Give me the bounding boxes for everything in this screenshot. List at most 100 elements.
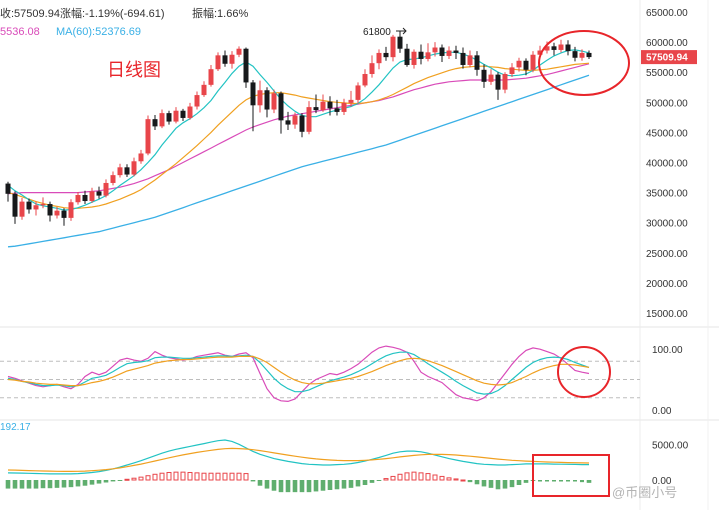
macd-bar	[516, 480, 522, 485]
candle-body	[439, 47, 445, 56]
macd-bar	[278, 480, 284, 493]
macd-bar	[439, 475, 445, 481]
candle-body	[47, 204, 53, 216]
candle-body	[369, 63, 375, 75]
highlight-circle-kdj	[557, 346, 611, 398]
candle	[502, 72, 508, 94]
candle-body	[264, 90, 270, 110]
macd-bar	[404, 472, 410, 481]
macd-bar	[362, 480, 368, 485]
candle-body	[208, 69, 214, 85]
candle	[117, 163, 123, 178]
candle-body	[586, 52, 592, 58]
candle	[68, 199, 74, 221]
candle-body	[474, 55, 480, 70]
macd-bar	[82, 480, 88, 486]
candle	[306, 101, 312, 135]
candle-body	[138, 153, 144, 162]
y-tick-label: 25000.00	[646, 249, 688, 260]
candle	[558, 39, 564, 53]
macd-bar	[495, 480, 501, 490]
candle	[467, 50, 473, 68]
candle	[418, 44, 424, 65]
y-tick-label: 40000.00	[646, 159, 688, 170]
y-tick-label: 100.00	[652, 345, 683, 356]
macd-bar	[264, 480, 270, 489]
macd-bar	[545, 480, 549, 482]
macd-bar	[89, 480, 95, 485]
candle	[12, 191, 18, 224]
y-axis-kdj: 100.00 0.00	[652, 345, 683, 417]
candle-body	[425, 52, 431, 59]
macd-bar	[552, 480, 556, 482]
candle	[341, 98, 347, 115]
candle-body	[537, 50, 543, 55]
watermark-text: @币圈小号	[612, 485, 677, 500]
ma60-text: MA(60):52376.69	[56, 26, 141, 38]
macd-bar	[103, 480, 109, 483]
candle-body	[341, 102, 347, 112]
macd-bar	[460, 479, 466, 482]
candle-body	[579, 52, 585, 58]
candle	[495, 72, 501, 100]
macd-bar	[566, 480, 570, 482]
candle-body	[257, 90, 263, 106]
change-text: 涨幅:-1.19%(-694.61)	[60, 7, 165, 20]
macd-bar	[397, 473, 403, 481]
candle-body	[124, 167, 130, 175]
macd-bar	[502, 480, 508, 489]
candle	[138, 149, 144, 164]
candle-body	[390, 36, 396, 58]
macd-bar	[96, 480, 102, 484]
candle	[26, 198, 32, 214]
candle-body	[33, 205, 39, 210]
candle	[369, 55, 375, 78]
candle-body	[61, 210, 67, 218]
candle	[40, 197, 46, 209]
macd-bar	[580, 480, 584, 483]
y-tick-label: 55000.00	[646, 68, 688, 79]
macd-bar	[369, 480, 375, 483]
candle	[236, 46, 242, 58]
candle-body	[278, 93, 284, 121]
candle-body	[5, 183, 11, 194]
macd-bar	[54, 480, 60, 488]
candle	[229, 51, 235, 69]
candle-body	[40, 204, 46, 206]
candle	[523, 58, 529, 76]
candle-body	[271, 93, 277, 110]
candle-body	[96, 191, 102, 196]
macd-value-text: 192.17	[0, 422, 31, 433]
candle-body	[383, 52, 389, 58]
chart-label: 日线图	[107, 60, 161, 80]
candle-body	[173, 110, 179, 122]
candle-body	[404, 48, 410, 65]
macd-bar	[75, 480, 81, 487]
candle	[460, 47, 466, 69]
macd-bar	[474, 480, 480, 485]
price-tag-text: 57509.94	[646, 53, 688, 64]
candle	[173, 107, 179, 124]
candle-body	[572, 51, 578, 58]
candle	[579, 49, 585, 61]
candle	[166, 110, 172, 125]
ma-left-text: 5536.08	[0, 26, 40, 38]
macd-bar	[250, 480, 256, 482]
macd-bar	[467, 480, 473, 483]
candle	[89, 187, 95, 203]
candle	[82, 190, 88, 205]
candle	[54, 207, 60, 219]
candle	[201, 81, 207, 97]
candle	[383, 46, 389, 61]
candle-body	[180, 110, 186, 118]
candle	[432, 42, 438, 57]
macd-bar	[432, 474, 438, 481]
macd-bar	[538, 480, 542, 482]
candle-body	[306, 107, 312, 132]
price-tag-bg	[641, 50, 697, 65]
candle-body	[152, 119, 158, 127]
macd-bar	[586, 480, 592, 483]
macd-bar	[299, 480, 305, 493]
candle-body	[488, 74, 494, 82]
